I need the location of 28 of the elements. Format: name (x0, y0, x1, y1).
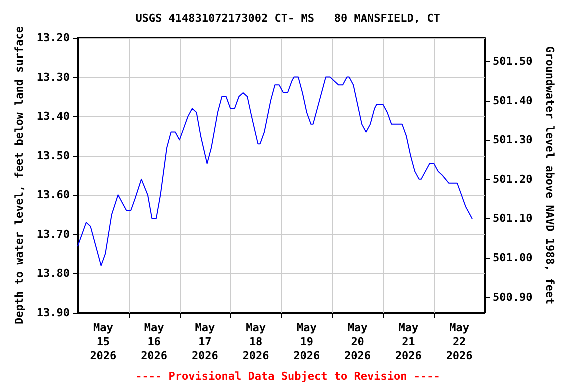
y2-axis-title: Groundwater level above NAVD 1988, feet (544, 46, 557, 305)
x-tick-label: May 22 2026 (446, 322, 474, 362)
y-tick-label: 13.90 (36, 306, 70, 320)
y-axis-title: Depth to water level, feet below land surface (12, 26, 26, 325)
y-tick-label: 13.40 (36, 110, 70, 124)
y2-tick-label: 501.20 (493, 172, 533, 186)
y2-tick-label: 501.30 (493, 134, 533, 147)
y2-tick-label: 500.90 (493, 290, 533, 304)
x-tick-label: May 15 2026 (90, 322, 118, 362)
y-tick-label: 13.70 (36, 228, 70, 241)
y-tick-label: 13.20 (36, 32, 70, 44)
y-tick-label: 13.60 (36, 188, 70, 202)
x-tick-label: May 19 2026 (294, 322, 321, 362)
text: ---- Provisional Data Subject to Revision ---- (136, 370, 440, 383)
y2-tick-label: 501.10 (493, 212, 533, 226)
y-tick-label: 13.80 (36, 267, 70, 280)
x-tick-label: May 18 2026 (242, 322, 270, 362)
y-tick-label: 13.30 (36, 70, 70, 84)
y2-tick-label: 501.50 (493, 55, 533, 68)
y-tick-label: 13.50 (36, 149, 70, 162)
line-series (78, 76, 473, 266)
x-tick-label: May 20 2026 (344, 322, 372, 362)
y2-tick-label: 501.40 (493, 94, 533, 108)
x-tick-label: May 21 2026 (395, 322, 422, 362)
x-tick-label: May 17 2026 (192, 322, 219, 362)
x-tick-label: May 16 2026 (141, 322, 168, 362)
chart-title: USGS 414831072173002 CT- MS 80 MANSFIELD, CT (136, 12, 441, 25)
y2-tick-label: 501.00 (493, 252, 533, 264)
